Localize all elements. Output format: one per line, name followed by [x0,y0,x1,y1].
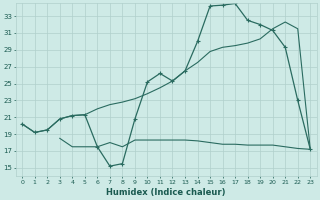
X-axis label: Humidex (Indice chaleur): Humidex (Indice chaleur) [107,188,226,197]
